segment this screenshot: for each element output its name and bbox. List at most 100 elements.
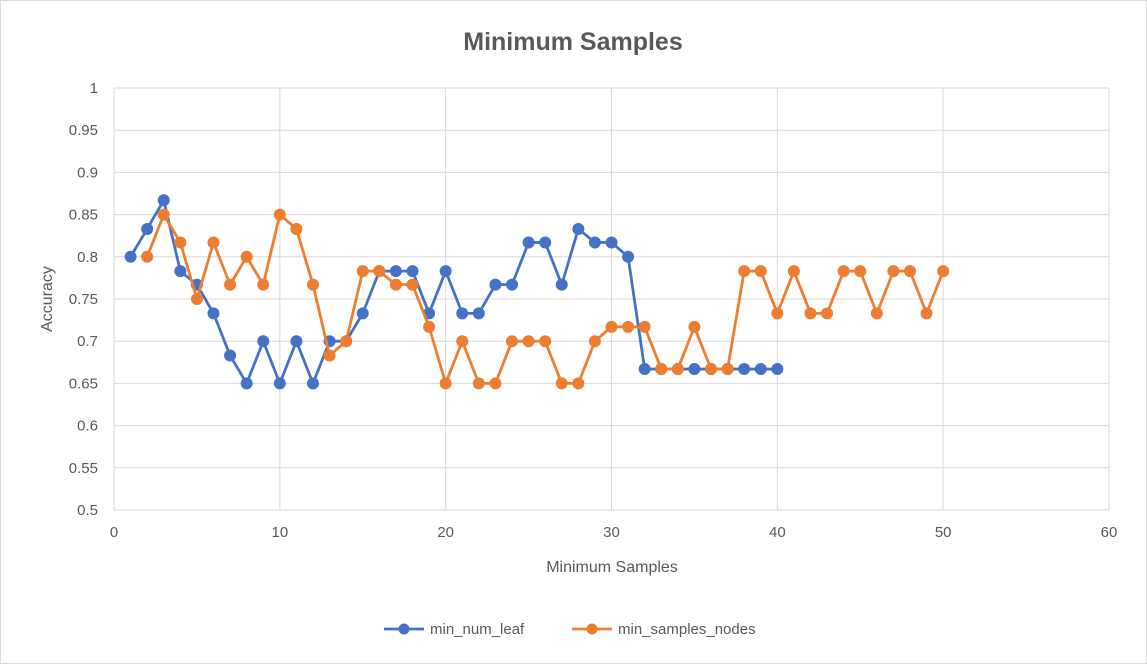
y-tick-label: 0.6 — [77, 418, 98, 435]
data-point — [771, 363, 784, 376]
legend-marker — [586, 623, 598, 635]
data-point — [638, 320, 651, 333]
data-point — [588, 335, 601, 348]
y-tick-label: 0.85 — [69, 207, 98, 224]
y-tick-label: 0.7 — [77, 333, 98, 350]
data-point — [224, 278, 237, 291]
data-point — [273, 377, 286, 390]
data-point — [207, 307, 220, 320]
data-point — [688, 320, 701, 333]
chart-title: Minimum Samples — [463, 28, 683, 56]
data-point — [539, 335, 552, 348]
data-point — [539, 236, 552, 249]
x-tick-label: 30 — [603, 524, 620, 541]
data-point — [207, 236, 220, 249]
data-point — [572, 377, 585, 390]
y-tick-label: 0.5 — [77, 502, 98, 519]
data-point — [340, 335, 353, 348]
data-point — [157, 194, 170, 207]
data-point — [141, 222, 154, 235]
data-point — [273, 208, 286, 221]
data-point — [174, 265, 187, 278]
data-point — [555, 278, 568, 291]
data-point — [389, 265, 402, 278]
x-tick-label: 40 — [769, 524, 786, 541]
data-point — [804, 307, 817, 320]
x-axis-title: Minimum Samples — [546, 559, 678, 576]
x-tick-label: 10 — [271, 524, 288, 541]
gridlines — [113, 87, 1110, 511]
data-point — [224, 349, 237, 362]
series-min_samples_nodes — [141, 208, 950, 390]
data-point — [870, 307, 883, 320]
data-point — [821, 307, 834, 320]
data-point — [406, 265, 419, 278]
y-tick-label: 1 — [90, 80, 98, 97]
y-tick-label: 0.9 — [77, 164, 98, 181]
x-tick-label: 50 — [935, 524, 952, 541]
data-point — [705, 363, 717, 376]
y-tick-label: 0.65 — [69, 375, 98, 392]
data-point — [356, 307, 369, 320]
data-point — [721, 363, 734, 376]
data-point — [439, 377, 452, 390]
legend-label: min_samples_nodes — [618, 621, 756, 638]
data-point — [323, 349, 336, 362]
data-point — [257, 278, 270, 291]
data-point — [622, 250, 635, 263]
data-point — [588, 236, 601, 249]
data-point — [141, 250, 154, 263]
y-axis-title: Accuracy — [39, 266, 56, 332]
data-point — [307, 377, 319, 390]
data-point — [937, 265, 950, 278]
x-tick-label: 20 — [437, 524, 454, 541]
data-point — [240, 377, 253, 390]
y-tick-label: 0.95 — [69, 122, 98, 139]
data-point — [290, 335, 303, 348]
legend-item-min_samples_nodes: min_samples_nodes — [572, 621, 756, 638]
data-point — [124, 250, 137, 263]
data-point — [489, 377, 502, 390]
legend: min_num_leaf min_samples_nodes — [384, 621, 756, 638]
data-point — [456, 335, 469, 348]
data-point — [472, 377, 485, 390]
data-point — [489, 278, 502, 291]
data-point — [257, 335, 270, 348]
data-point — [655, 363, 668, 376]
x-tick-label: 60 — [1101, 524, 1118, 541]
data-point — [605, 236, 618, 249]
data-point — [688, 363, 701, 376]
data-point — [472, 307, 485, 320]
data-point — [738, 363, 751, 376]
series-layer — [124, 194, 950, 390]
data-point — [837, 265, 850, 278]
legend-marker — [398, 623, 410, 635]
data-point — [423, 320, 436, 333]
data-point — [356, 265, 369, 278]
legend-item-min_num_leaf: min_num_leaf — [384, 621, 525, 638]
data-point — [389, 278, 402, 291]
data-point — [522, 236, 535, 249]
y-tick-label: 0.75 — [69, 291, 98, 308]
data-point — [920, 307, 933, 320]
data-point — [174, 236, 187, 249]
y-tick-label: 0.55 — [69, 460, 98, 477]
data-point — [373, 265, 386, 278]
data-point — [622, 320, 635, 333]
data-point — [406, 278, 419, 291]
data-point — [240, 250, 253, 263]
data-point — [738, 265, 751, 278]
data-point — [506, 278, 518, 291]
data-point — [190, 293, 203, 305]
data-point — [671, 363, 684, 376]
x-tick-label: 0 — [110, 524, 118, 541]
data-point — [572, 222, 585, 235]
data-point — [887, 265, 900, 278]
data-point — [439, 265, 452, 278]
data-point — [638, 363, 651, 376]
data-point — [506, 335, 518, 348]
data-point — [555, 377, 568, 390]
